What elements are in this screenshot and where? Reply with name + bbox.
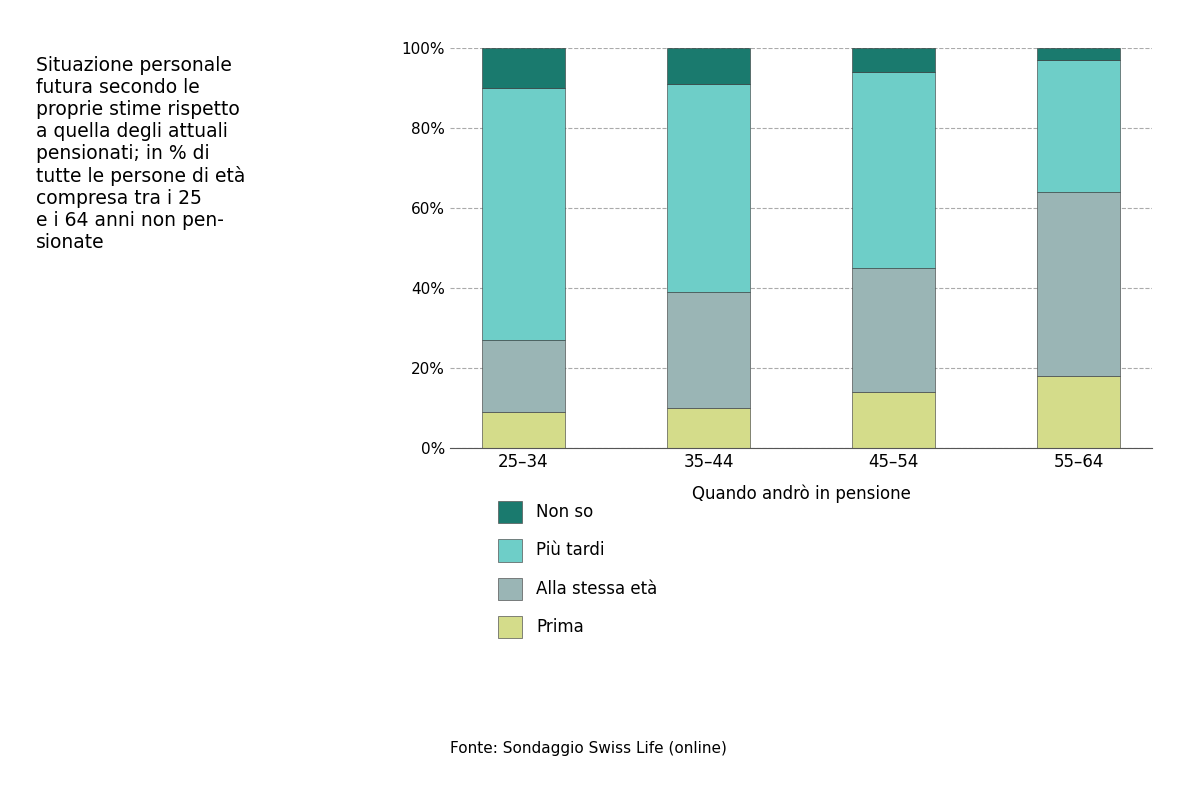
Text: Più tardi: Più tardi bbox=[536, 542, 605, 559]
Bar bbox=[482, 48, 565, 88]
Text: Alla stessa età: Alla stessa età bbox=[536, 580, 658, 598]
Bar bbox=[482, 412, 565, 448]
Bar bbox=[1037, 60, 1120, 192]
Bar bbox=[667, 292, 750, 408]
Text: Prima: Prima bbox=[536, 618, 584, 636]
Bar bbox=[852, 72, 935, 268]
Bar bbox=[852, 48, 935, 72]
Bar bbox=[482, 88, 565, 340]
Text: Situazione personale
futura secondo le
proprie stime rispetto
a quella degli att: Situazione personale futura secondo le p… bbox=[36, 56, 245, 252]
Bar bbox=[667, 84, 750, 292]
X-axis label: Quando andrò in pensione: Quando andrò in pensione bbox=[691, 485, 911, 503]
Bar bbox=[852, 268, 935, 392]
Bar bbox=[667, 48, 750, 84]
Bar bbox=[1037, 192, 1120, 376]
Bar bbox=[482, 340, 565, 412]
Text: Non so: Non so bbox=[536, 503, 594, 521]
Text: Fonte: Sondaggio Swiss Life (online): Fonte: Sondaggio Swiss Life (online) bbox=[450, 741, 727, 756]
Bar bbox=[1037, 48, 1120, 60]
Bar bbox=[667, 408, 750, 448]
Bar bbox=[852, 392, 935, 448]
Bar bbox=[1037, 376, 1120, 448]
